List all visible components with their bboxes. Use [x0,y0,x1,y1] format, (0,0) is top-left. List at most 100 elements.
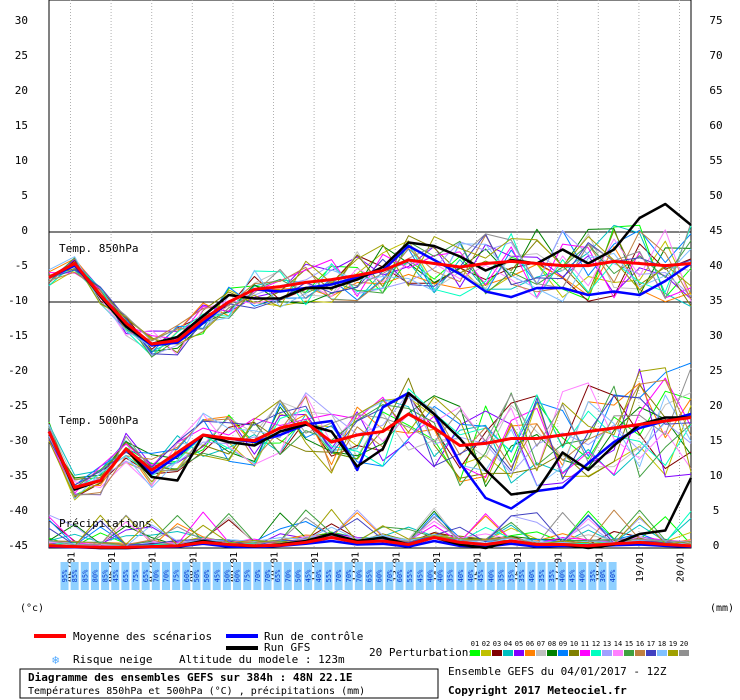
snow-risk-value: 60% [183,569,191,582]
mean-precip-line [48,536,692,549]
snow-risk-cell [395,562,404,590]
snow-risk-value: 70% [264,569,272,582]
snow-risk-cell [486,562,495,590]
perturbation-precip-line [48,524,692,547]
snow-risk-cell [314,562,323,590]
perturbation-swatch [558,650,568,656]
snow-risk-value: 70% [254,569,262,582]
snow-risk-cell [273,562,282,590]
perturbation-id: 08 [548,640,556,648]
snow-risk-value: 70% [335,569,343,582]
snow-risk-cell [557,562,566,590]
snow-risk-cell [162,562,170,590]
snow-risk-cell [90,562,99,590]
y-axis-left: 30 25 20 15 10 5 0 -5 -10 -15 -20 -25 -30 -35 -40 -45 [8,14,28,552]
snow-risk-value: 75% [173,569,181,582]
snow-risk-value: 45% [477,569,485,582]
perturbation-id: 05 [515,640,523,648]
perturbation-id: 20 [680,640,688,648]
y-tick-right: 75 [709,14,722,27]
snow-risk-value: 35% [518,569,526,582]
perturbation-swatch [591,650,601,656]
snow-risk-cell [446,562,455,590]
snow-risk-value: 75% [132,569,140,582]
snow-risk-value: 55% [406,569,414,582]
snow-risk-cell [375,562,384,590]
perturbation-t850-line [48,236,692,345]
y-tick-right: 50 [709,189,722,202]
legend: Moyenne des scénarios Run de contrôle Ru… [34,630,689,667]
legend-label-gfs: Run GFS [264,641,310,654]
snow-risk-cell [293,562,302,590]
plot-frame [48,0,692,549]
y-tick-left: 20 [15,84,28,97]
snow-risk-value: 35% [589,569,597,582]
y-tick-right: 70 [709,49,722,62]
snow-risk-value: 70% [163,569,171,582]
snow-risk-value: 70% [345,569,353,582]
y-tick-left: -40 [8,504,28,517]
perturbation-t500-line [48,393,692,486]
snow-risk-cell [263,562,272,590]
snow-risk-value: 85% [102,569,110,582]
perturbation-swatch [481,650,491,656]
snow-risk-cell [385,562,394,590]
snow-risk-cell [70,562,79,590]
y-tick-right: 30 [709,329,722,342]
snow-risk-cell [344,562,353,590]
y-tick-right: 0 [713,539,720,552]
snow-risk-value: 40% [426,569,434,582]
perturbation-swatch [657,650,667,656]
snow-risk-cell [547,562,556,590]
perturbation-id: 02 [482,640,490,648]
snow-risk-value: 40% [579,569,587,582]
y-tick-left: 5 [21,189,28,202]
y-right-unit: (mm) [710,603,734,614]
perturbation-t850-line [48,222,692,342]
snow-risk-cell [466,562,475,590]
snow-risk-cell [212,562,221,590]
snow-risk-cell [334,562,343,590]
snow-risk-value: 35% [508,569,516,582]
panel-label-precip: Précipitations [59,517,152,530]
snow-risk-cell [456,562,465,590]
x-tick-label: 19/01 [635,552,646,582]
perturbation-swatch [503,650,513,656]
y-tick-left: -20 [8,364,28,377]
y-tick-left: 10 [15,154,28,167]
perturbation-swatch [547,650,557,656]
perturbation-id: 03 [493,640,501,648]
snowflake-icon: ❄ [52,653,59,667]
snow-risk-cell [141,562,150,590]
chart-series [47,202,693,550]
snow-risk-value: 65% [142,569,150,582]
perturbation-id: 18 [658,640,666,648]
perturbation-id: 14 [614,640,622,648]
snow-risk-value: 40% [467,569,475,582]
title-box [19,668,439,699]
perturbation-id: 16 [636,640,644,648]
snow-risk-value: 40% [558,569,566,582]
perturbation-swatch [569,650,579,656]
y-tick-right: 35 [709,294,722,307]
perturbation-id: 10 [570,640,578,648]
y-tick-left: -25 [8,399,28,412]
perturbation-precip-line [48,508,692,547]
snow-risk-value: 35% [548,569,556,582]
y-tick-right: 20 [709,399,722,412]
snow-risk-value: 70% [355,569,363,582]
snow-risk-cell [608,562,617,590]
perturbation-color-legend: 01 02 03 04 05 06 07 08 09 10 11 12 13 14 15 16 17 18 19 20 [470,640,689,656]
snow-risk-value: 65% [122,569,130,582]
y-tick-right: 10 [709,469,722,482]
snow-risk-cell [233,562,242,590]
snow-risk-value: 45% [416,569,424,582]
perturbation-swatch [492,650,502,656]
perturbation-swatch [613,650,623,656]
snow-risk-cell [172,562,181,590]
snow-risk-value: 45% [569,569,577,582]
perturbation-swatch [580,650,590,656]
snow-risk-value: 45% [213,569,221,582]
snow-risk-cell [436,562,445,590]
